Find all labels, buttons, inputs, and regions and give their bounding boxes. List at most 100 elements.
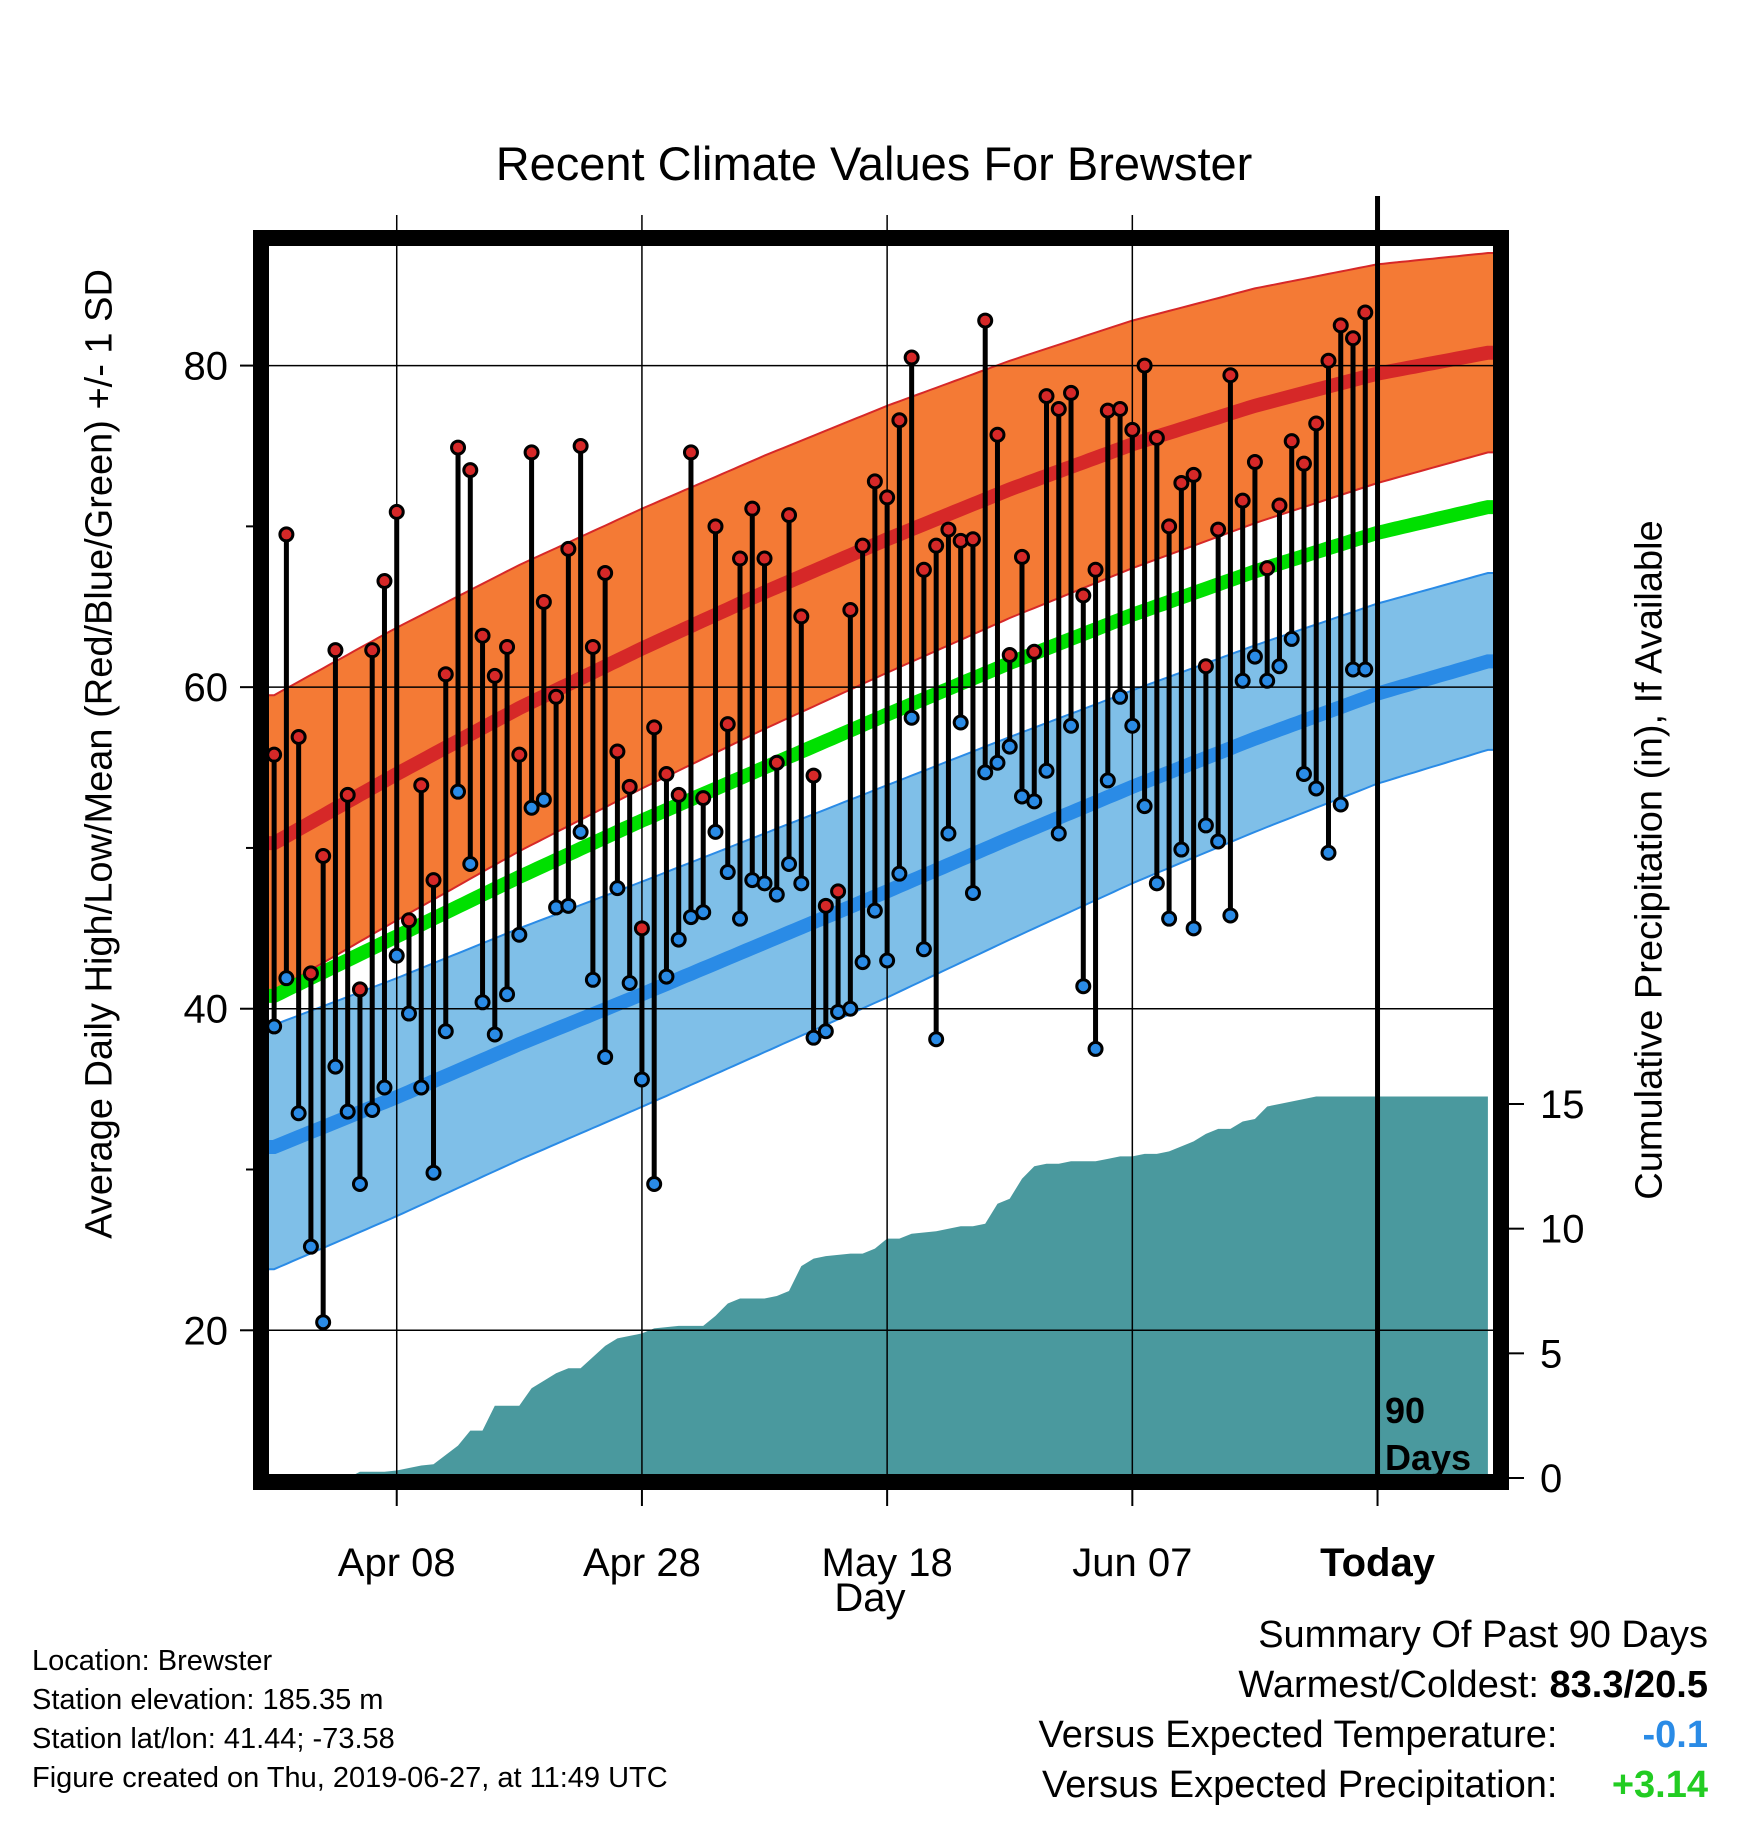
- daily-high-point: [1271, 497, 1288, 514]
- low-band-lower-edge: [268, 748, 1494, 1271]
- daily-low-point: [891, 865, 908, 882]
- daily-high-point: [879, 489, 896, 506]
- daily-low-point: [499, 986, 516, 1003]
- daily-high-point: [964, 531, 981, 548]
- daily-low-point: [1320, 844, 1337, 861]
- warm-cold-label: Warmest/Coldest:: [1238, 1664, 1539, 1706]
- daily-low-point: [425, 1164, 442, 1181]
- daily-low-point: [1185, 920, 1202, 937]
- daily-low-point: [952, 714, 969, 731]
- daily-low-point: [842, 1000, 859, 1017]
- daily-low-point: [732, 910, 749, 927]
- daily-low-point: [1050, 825, 1067, 842]
- daily-high-point: [1173, 474, 1190, 491]
- daily-low-point: [719, 864, 736, 881]
- daily-high-point: [1308, 415, 1325, 432]
- daily-high-point: [302, 965, 319, 982]
- daily-low-point: [474, 994, 491, 1011]
- daily-high-point: [658, 765, 675, 782]
- x-axis-title: Day: [834, 1576, 906, 1620]
- y-tick-label: 80: [184, 345, 229, 389]
- daily-low-point: [1063, 717, 1080, 734]
- daily-low-point: [781, 856, 798, 873]
- plot-frame: [253, 230, 1509, 1490]
- daily-high-point: [768, 754, 785, 771]
- latlon-text: Station lat/lon: 41.44; -73.58: [32, 1723, 395, 1755]
- daily-low-point: [413, 1079, 430, 1096]
- low-sd-band: [268, 573, 1494, 1270]
- daily-high-point: [388, 503, 405, 520]
- daily-high-point: [315, 847, 332, 864]
- daily-high-point: [854, 537, 871, 554]
- daily-high-point: [842, 601, 859, 618]
- x-tick-label: May 18: [822, 1541, 953, 1585]
- left-axis-title: Average Daily High/Low/Mean (Red/Blue/Gr…: [78, 269, 121, 1239]
- daily-low-point: [1112, 688, 1129, 705]
- temp-label: Versus Expected Temperature:: [1038, 1714, 1558, 1756]
- daily-high-point: [903, 349, 920, 366]
- daily-high-point: [1001, 647, 1018, 663]
- daily-low-point: [854, 954, 871, 971]
- daily-high-point: [793, 608, 810, 625]
- summary-temp: Versus Expected Temperature: -0.1: [1039, 1710, 1708, 1760]
- daily-high-point: [535, 593, 552, 610]
- chart-title: Recent Climate Values For Brewster: [495, 137, 1253, 190]
- daily-high-point: [1246, 454, 1263, 471]
- summary-panel: Summary Of Past 90 Days Warmest/Coldest:…: [1039, 1610, 1708, 1810]
- daily-low-point: [817, 1023, 834, 1040]
- daily-low-point: [928, 1031, 945, 1048]
- daily-high-point: [915, 561, 932, 578]
- daily-high-point: [437, 666, 454, 683]
- location-text: Location: Brewster: [32, 1645, 273, 1677]
- daily-low-point: [1124, 717, 1141, 734]
- daily-high-point: [376, 573, 393, 590]
- x-tick-label: Apr 08: [338, 1541, 456, 1585]
- daily-low-point: [1197, 817, 1214, 834]
- daily-low-point: [915, 941, 932, 958]
- summary-heading: Summary Of Past 90 Days: [1258, 1614, 1708, 1656]
- daily-high-point: [1259, 560, 1276, 577]
- daily-low-point: [1246, 648, 1263, 665]
- daily-high-point: [1050, 401, 1067, 417]
- summary-precip: Versus Expected Precipitation: +3.14: [1039, 1760, 1708, 1810]
- y-tick-label: 40: [184, 988, 229, 1032]
- daily-low-point: [523, 799, 540, 816]
- daily-high-point: [351, 981, 368, 998]
- daily-high-point: [486, 667, 503, 684]
- daily-low-point: [1038, 762, 1055, 779]
- temp-value: -0.1: [1642, 1714, 1708, 1756]
- daily-high-point: [682, 444, 699, 461]
- daily-high-point: [1063, 384, 1080, 401]
- daily-low-point: [572, 823, 589, 840]
- daily-low-point: [364, 1102, 381, 1119]
- daily-low-point: [805, 1029, 822, 1046]
- daily-low-point: [1001, 738, 1018, 755]
- daily-high-point: [523, 444, 540, 461]
- daily-high-point: [1112, 401, 1129, 417]
- daily-high-point: [646, 719, 663, 736]
- precip-tick-label: 0: [1540, 1457, 1562, 1501]
- daily-high-point: [633, 920, 650, 937]
- warm-cold-value: 83.3/20.5: [1549, 1664, 1708, 1706]
- daily-low-point: [584, 971, 601, 988]
- daily-low-point: [1259, 672, 1276, 689]
- daily-high-point: [1234, 492, 1251, 509]
- daily-low-point: [977, 764, 994, 781]
- daily-high-point: [1185, 466, 1202, 483]
- elevation-text: Station elevation: 185.35 m: [32, 1684, 384, 1716]
- daily-low-point: [511, 926, 528, 943]
- precip-tick-label: 15: [1540, 1083, 1585, 1127]
- daily-low-point: [278, 970, 295, 987]
- daily-high-point: [462, 462, 479, 479]
- precip-tick-label: 10: [1540, 1208, 1585, 1252]
- daily-low-point: [879, 952, 896, 969]
- daily-low-point: [1148, 875, 1165, 892]
- daily-low-point: [695, 904, 712, 921]
- daily-high-point: [1283, 433, 1300, 450]
- precip-value: +3.14: [1611, 1764, 1708, 1806]
- daily-high-point: [1332, 317, 1349, 334]
- cumulative-precip-area: [353, 1096, 1488, 1475]
- daily-low-point: [1087, 1040, 1104, 1057]
- daily-high-point: [744, 500, 761, 517]
- daily-low-point: [268, 1018, 283, 1035]
